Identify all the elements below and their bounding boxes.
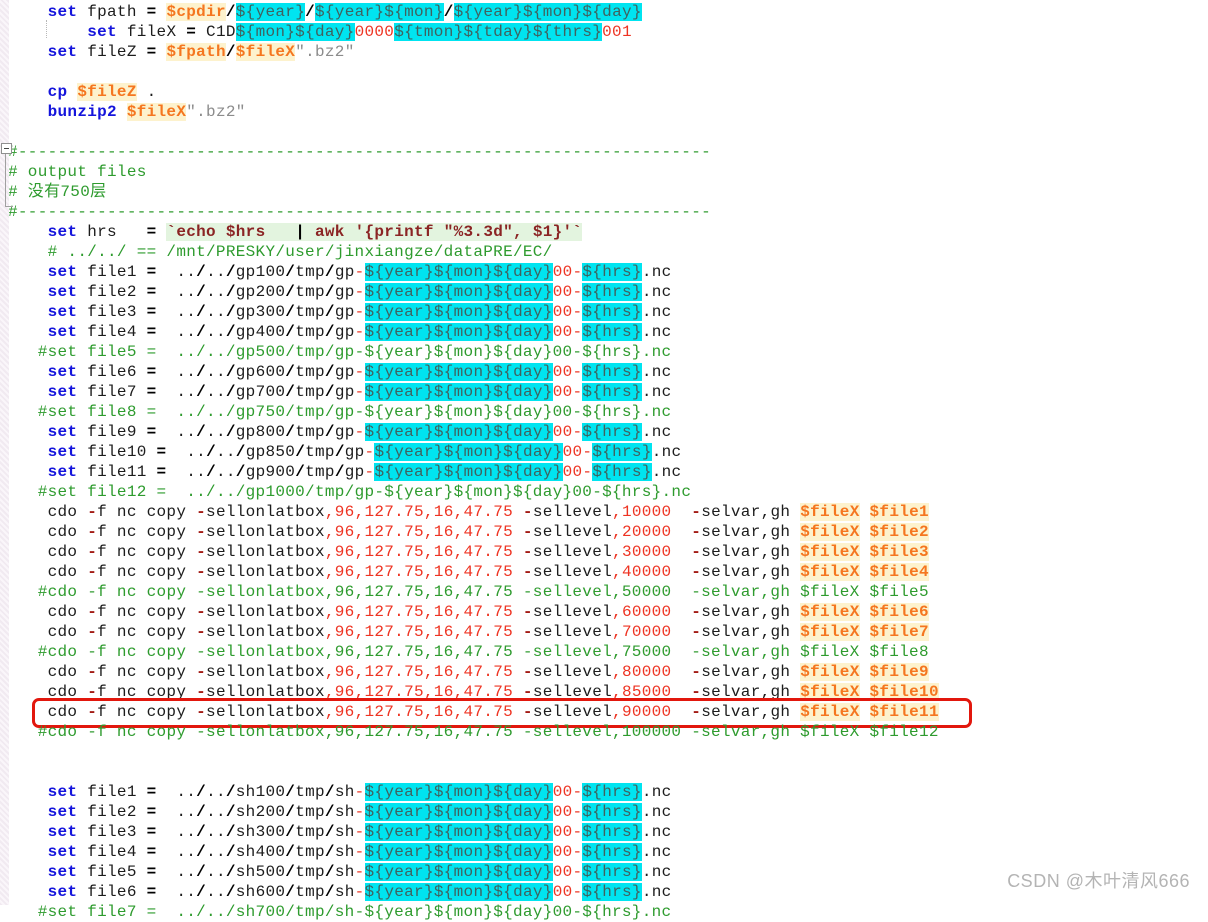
code-line: cdo -f nc copy -sellonlatbox,96,127.75,1… (8, 563, 929, 581)
code-line: #set file7 = ../../sh700/tmp/sh-${year}$… (37, 903, 672, 921)
code-line: set fileX = C1D${mon}${day}0000${tmon}${… (87, 23, 632, 41)
code-line (8, 62, 1208, 82)
code-line (8, 122, 1208, 142)
code-line: #set file5 = ../../gp500/tmp/gp-${year}$… (37, 343, 672, 361)
code-line: set file6 = ../../sh600/tmp/sh-${year}${… (47, 883, 672, 901)
code-line: cdo -f nc copy -sellonlatbox,96,127.75,1… (8, 663, 929, 681)
code-line: set fpath = $cpdir/${year}/${year}${mon}… (47, 3, 642, 21)
code-line: set file2 = ../../sh200/tmp/sh-${year}${… (47, 803, 672, 821)
code-line: set file3 = ../../gp300/tmp/gp-${year}${… (47, 303, 672, 321)
code-line: set file10 = ../../gp850/tmp/gp-${year}$… (47, 443, 682, 461)
fold-collapse-icon[interactable] (1, 143, 12, 154)
code-line: #cdo -f nc copy -sellonlatbox,96,127.75,… (37, 643, 929, 661)
code-line: set file11 = ../../gp900/tmp/gp-${year}$… (47, 463, 682, 481)
code-line: set file4 = ../../gp400/tmp/gp-${year}${… (47, 323, 672, 341)
fold-scope-end-tick (5, 206, 13, 207)
code-line: bunzip2 $fileX".bz2" (47, 103, 246, 121)
code-line-highlighted: cdo -f nc copy -sellonlatbox,96,127.75,1… (8, 698, 1208, 728)
code-line: #---------------------------------------… (8, 143, 712, 161)
code-line: cdo -f nc copy -sellonlatbox,96,127.75,1… (8, 603, 929, 621)
code-line: #set file8 = ../../gp750/tmp/gp-${year}$… (37, 403, 672, 421)
code-line (8, 762, 1208, 782)
indent-guide (46, 20, 47, 38)
watermark: CSDN @木叶清风666 (1007, 871, 1190, 891)
code-line: #---------------------------------------… (8, 203, 712, 221)
code-line: cdo -f nc copy -sellonlatbox,96,127.75,1… (8, 523, 929, 541)
code-line: set file5 = ../../sh500/tmp/sh-${year}${… (47, 863, 672, 881)
code-line: set fileZ = $fpath/$fileX".bz2" (47, 43, 355, 61)
code-line: set file3 = ../../sh300/tmp/sh-${year}${… (47, 823, 672, 841)
minus-glyph (4, 148, 9, 149)
fold-scope-line (5, 154, 6, 206)
code-line: # output files (8, 163, 147, 181)
code-line: set file4 = ../../sh400/tmp/sh-${year}${… (47, 843, 672, 861)
code-line: set file6 = ../../gp600/tmp/gp-${year}${… (47, 363, 672, 381)
code-line: set file2 = ../../gp200/tmp/gp-${year}${… (47, 283, 672, 301)
code-line: # ../../ == /mnt/PRESKY/user/jinxiangze/… (47, 243, 553, 261)
code-line: cp $fileZ . (47, 83, 157, 101)
code-line: set file7 = ../../gp700/tmp/gp-${year}${… (47, 383, 672, 401)
code-line (8, 742, 1208, 762)
code-line: cdo -f nc copy -sellonlatbox,96,127.75,1… (8, 683, 939, 701)
fold-gutter (0, 0, 9, 905)
code-line: #cdo -f nc copy -sellonlatbox,96,127.75,… (37, 583, 929, 601)
code-line: set file1 = ../../sh100/tmp/sh-${year}${… (47, 783, 672, 801)
code-line: set hrs = `echo $hrs | awk '{printf "%3.… (47, 223, 583, 241)
code-line: # 没有750层 (8, 183, 107, 201)
code-line: cdo -f nc copy -sellonlatbox,96,127.75,1… (8, 503, 929, 521)
code-line: #cdo -f nc copy -sellonlatbox,96,127.75,… (37, 723, 939, 741)
code-line: #set file12 = ../../gp1000/tmp/gp-${year… (37, 483, 692, 501)
code-line: cdo -f nc copy -sellonlatbox,96,127.75,1… (8, 543, 929, 561)
code-line: cdo -f nc copy -sellonlatbox,96,127.75,1… (8, 623, 929, 641)
code-line: set file1 = ../../gp100/tmp/gp-${year}${… (47, 263, 672, 281)
code-line: set file9 = ../../gp800/tmp/gp-${year}${… (47, 423, 672, 441)
